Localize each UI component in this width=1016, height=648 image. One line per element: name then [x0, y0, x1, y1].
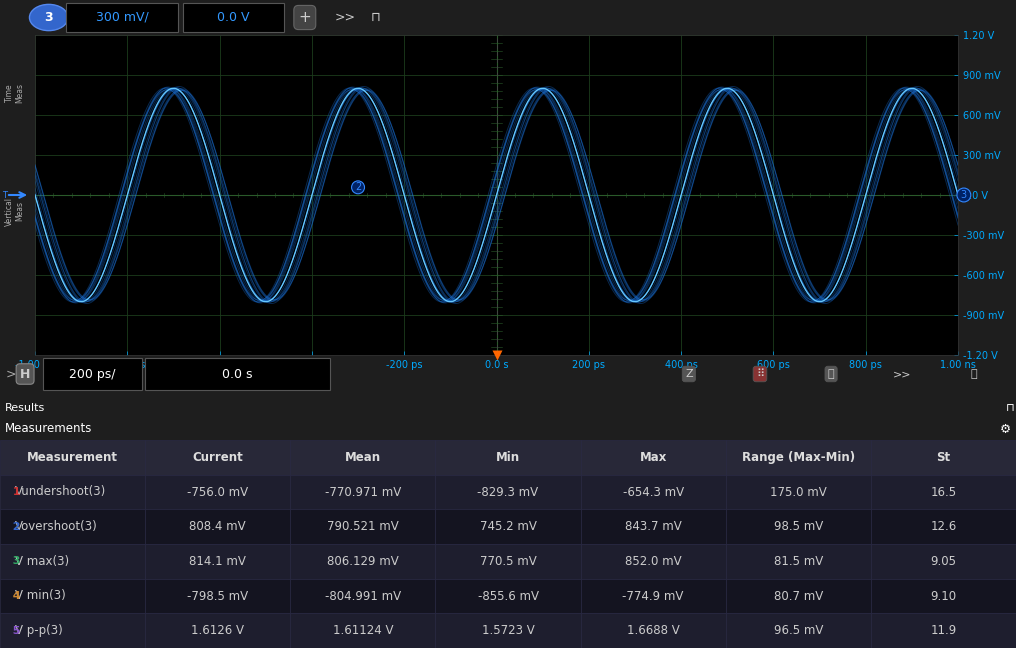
Bar	[145, 358, 330, 390]
Ellipse shape	[29, 5, 68, 30]
Text: 5: 5	[5, 626, 20, 636]
Text: ⊓: ⊓	[371, 11, 381, 24]
Text: 3: 3	[45, 11, 53, 24]
Text: 300 mV/: 300 mV/	[96, 11, 148, 24]
Text: Measurements: Measurements	[5, 422, 92, 435]
Text: 200 ps/: 200 ps/	[69, 367, 116, 380]
Text: 🗘: 🗘	[970, 369, 976, 379]
Bar	[43, 358, 142, 390]
Text: 2: 2	[355, 182, 361, 192]
Text: >>: >>	[893, 369, 911, 379]
Text: >>: >>	[335, 11, 356, 24]
Text: 0.0 s: 0.0 s	[223, 367, 253, 380]
Text: Vertical
Meas: Vertical Meas	[5, 196, 24, 226]
Text: ⚙: ⚙	[1000, 422, 1011, 435]
Bar	[183, 3, 284, 32]
Text: ⊓: ⊓	[1006, 403, 1014, 413]
Text: 3: 3	[961, 190, 967, 200]
Text: 3: 3	[5, 557, 20, 566]
Text: H: H	[20, 367, 30, 380]
Text: Results: Results	[5, 403, 46, 413]
Text: ⏱: ⏱	[828, 369, 834, 379]
Text: 2: 2	[5, 522, 20, 531]
Text: >>: >>	[5, 367, 26, 380]
Text: +: +	[299, 10, 311, 25]
Text: ⠿: ⠿	[756, 369, 764, 379]
Text: Z: Z	[685, 369, 693, 379]
Text: Time
Meas: Time Meas	[5, 82, 24, 102]
Text: 0.0 V: 0.0 V	[217, 11, 250, 24]
Text: 4: 4	[5, 591, 20, 601]
Text: 1: 1	[5, 487, 20, 497]
Bar	[66, 3, 178, 32]
Text: T: T	[2, 191, 7, 200]
